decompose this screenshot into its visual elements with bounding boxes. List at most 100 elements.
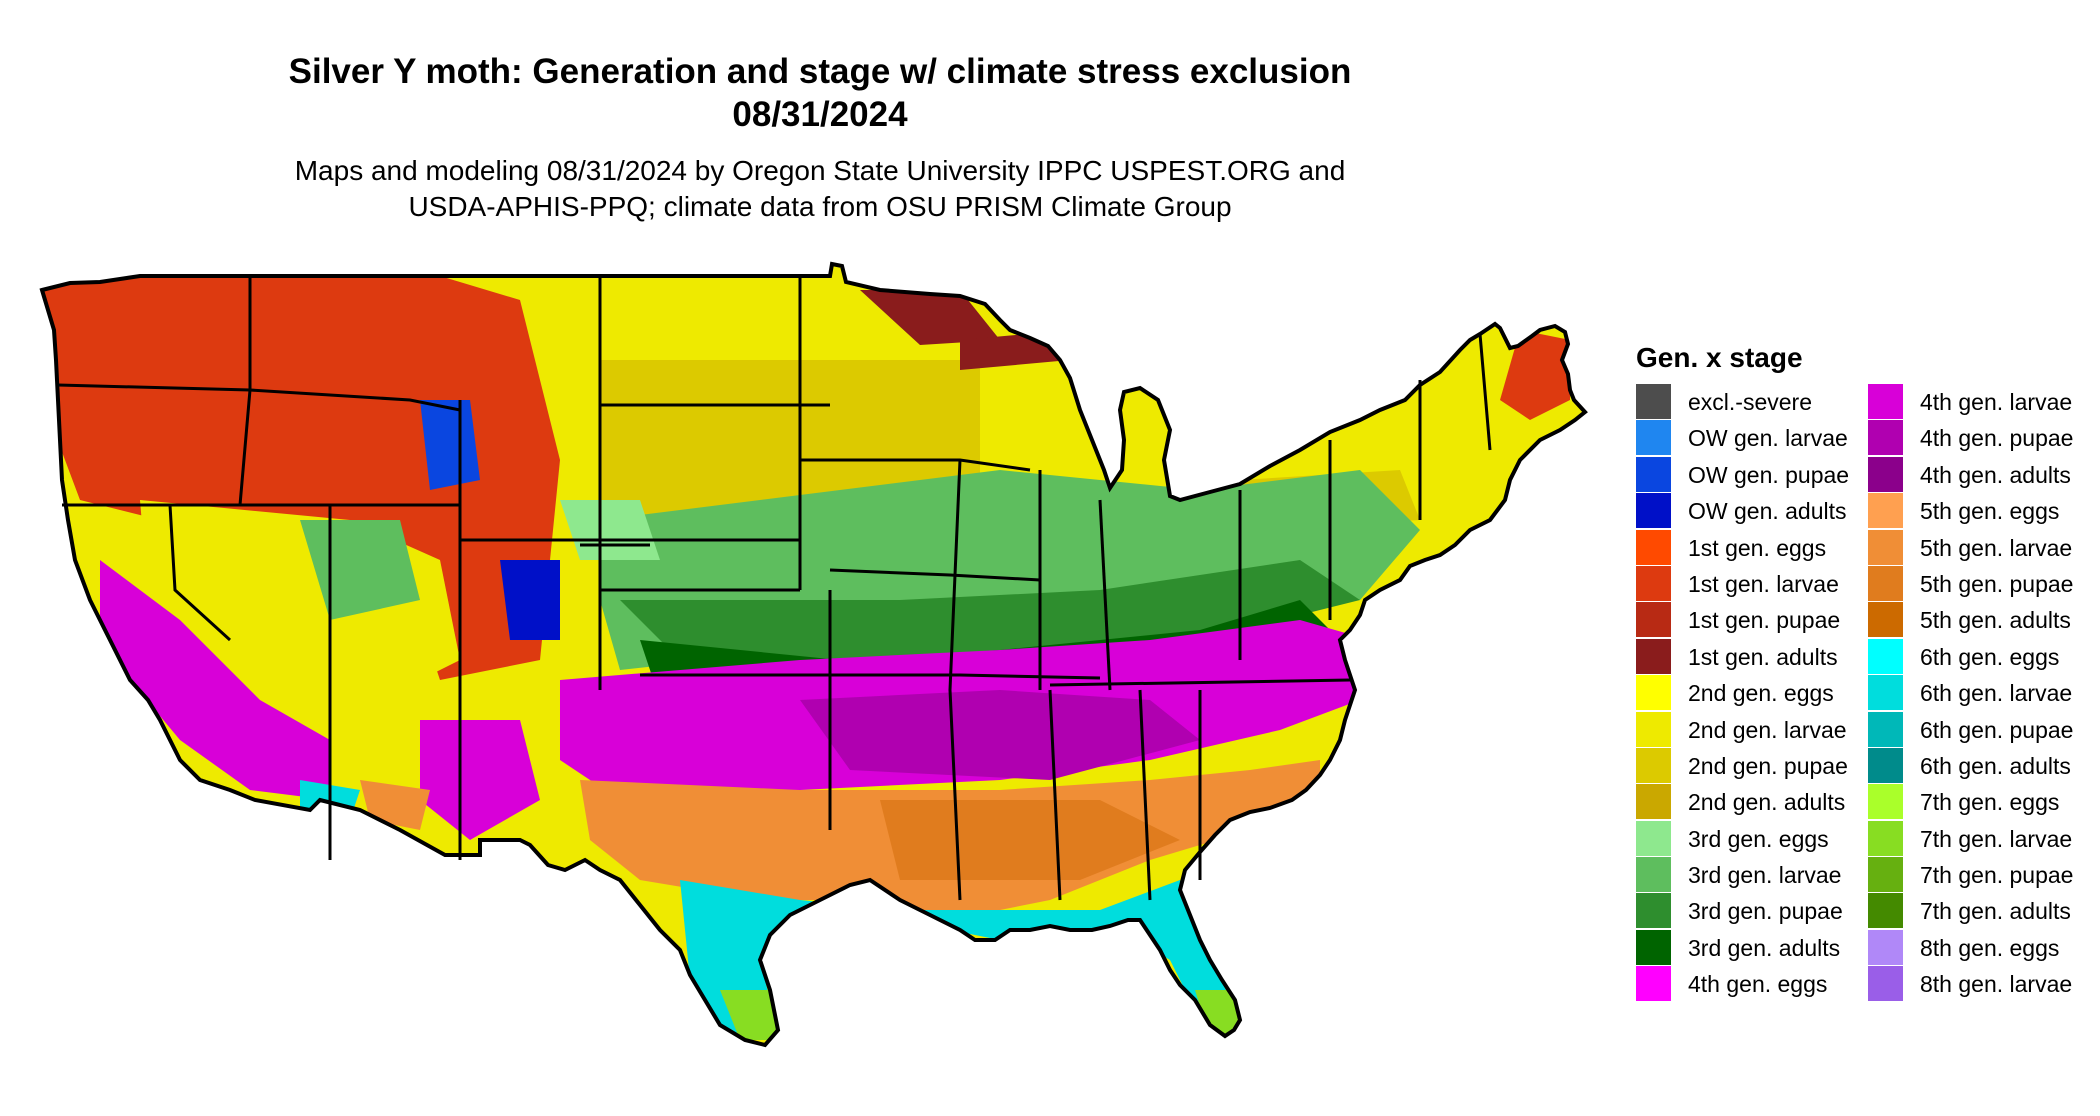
legend-item: 5th gen. pupae	[1868, 565, 2098, 602]
legend-item: 6th gen. adults	[1868, 747, 2098, 784]
legend-label: 4th gen. larvae	[1920, 389, 2073, 415]
legend-item: 6th gen. larvae	[1868, 675, 2098, 711]
legend-swatch	[1868, 784, 1903, 820]
legend-column-2: 4th gen. larvae 4th gen. pupae 4th gen. ad…	[1868, 384, 2098, 1003]
phenology-zones	[42, 264, 1585, 1045]
zone-4th-gen-pupae-south	[800, 690, 1200, 780]
legend-item: 8th gen. larvae	[1868, 966, 2098, 1002]
legend-item: 6th gen. eggs	[1868, 638, 2098, 675]
legend-label: 6th gen. eggs	[1920, 643, 2060, 670]
legend-swatch	[1868, 893, 1903, 929]
legend-item: 4th gen. eggs	[1636, 966, 1866, 1002]
map-title-line-2: 08/31/2024	[732, 95, 908, 134]
legend-label: 4th gen. eggs	[1688, 971, 1828, 998]
legend-item: 5th gen. adults	[1868, 602, 2098, 638]
legend-label: 2nd gen. pupae	[1688, 752, 1848, 779]
legend-item: 5th gen. eggs	[1868, 493, 2098, 529]
legend-title: Gen. x stage	[1636, 342, 1803, 373]
legend-swatch	[1868, 565, 1903, 601]
legend-item: 2nd gen. eggs	[1636, 675, 1866, 711]
legend-label: 5th gen. pupae	[1920, 570, 2074, 597]
legend-swatch	[1636, 747, 1671, 783]
legend-item: 1st gen. larvae	[1636, 565, 1866, 602]
zone-1st-gen-larvae-maine	[1500, 330, 1570, 420]
legend-label: excl.-severe	[1688, 389, 1812, 415]
legend-item: 4th gen. adults	[1868, 456, 2098, 493]
legend-item: 8th gen. eggs	[1868, 929, 2098, 966]
legend-swatch	[1636, 638, 1671, 674]
legend-label: 7th gen. eggs	[1920, 789, 2060, 816]
legend-swatch	[1636, 384, 1671, 419]
legend-item: 7th gen. pupae	[1868, 857, 2098, 893]
legend-label: 8th gen. larvae	[1920, 971, 2073, 998]
legend-label: 5th gen. larvae	[1920, 534, 2073, 561]
legend-item: 3rd gen. larvae	[1636, 857, 1866, 893]
legend-swatch	[1868, 602, 1903, 638]
legend-swatch	[1636, 675, 1671, 711]
legend-swatch	[1636, 456, 1671, 492]
legend-swatch	[1868, 384, 1903, 419]
legend-item: 1st gen. pupae	[1636, 602, 1866, 638]
legend-label: 1st gen. eggs	[1688, 534, 1827, 561]
legend-label: 3rd gen. pupae	[1688, 898, 1843, 925]
zone-2nd-gen-pupae-plains	[600, 360, 980, 520]
legend-swatch	[1636, 857, 1671, 893]
legend-label: 7th gen. pupae	[1920, 862, 2074, 889]
legend-swatch	[1636, 493, 1671, 529]
legend-item: 7th gen. larvae	[1868, 820, 2098, 857]
legend-label: 3rd gen. eggs	[1688, 825, 1829, 852]
legend-swatch	[1868, 711, 1903, 747]
legend-swatch	[1868, 857, 1903, 893]
legend-label: 3rd gen. larvae	[1688, 862, 1842, 889]
legend-label: 7th gen. larvae	[1920, 825, 2073, 852]
legend-swatch	[1868, 966, 1903, 1002]
legend-label: 1st gen. larvae	[1688, 570, 1839, 597]
legend-swatch	[1868, 747, 1903, 783]
legend-swatch	[1636, 529, 1671, 565]
legend-item: OW gen. adults	[1636, 493, 1866, 529]
legend-item: excl.-severe	[1636, 384, 1866, 420]
legend-item: 3rd gen. eggs	[1636, 820, 1866, 857]
legend-item: 2nd gen. pupae	[1636, 747, 1866, 784]
legend-label: 2nd gen. eggs	[1688, 680, 1834, 707]
legend-label: 3rd gen. adults	[1688, 934, 1841, 961]
legend-item: 1st gen. adults	[1636, 638, 1866, 675]
legend-swatch	[1868, 529, 1903, 565]
legend-swatch	[1868, 675, 1903, 711]
legend-swatch	[1868, 638, 1903, 674]
legend-label: 1st gen. adults	[1688, 643, 1838, 670]
zone-ow-gen-pupae-wyoming	[420, 400, 480, 490]
legend-swatch	[1868, 493, 1903, 529]
state-boundaries	[57, 276, 1492, 901]
zone-7th-gen-larvae-south-texas	[720, 990, 780, 1040]
legend-item: OW gen. pupae	[1636, 456, 1866, 493]
legend-label: 5th gen. adults	[1920, 607, 2071, 634]
map-subtitle-line-2: USDA-APHIS-PPQ; climate data from OSU PR…	[408, 191, 1232, 222]
map-subtitle-line-1: Maps and modeling 08/31/2024 by Oregon S…	[294, 155, 1346, 186]
zone-3rd-gen-pupae-midwest	[620, 560, 1360, 680]
legend-item: OW gen. larvae	[1636, 420, 1866, 456]
legend-item: 3rd gen. adults	[1636, 929, 1866, 966]
legend-item: 4th gen. pupae	[1868, 420, 2098, 456]
legend-item: 1st gen. eggs	[1636, 529, 1866, 566]
legend-swatch	[1868, 420, 1903, 456]
legend-label: 6th gen. pupae	[1920, 716, 2074, 743]
map-title-line-1: Silver Y moth: Generation and stage w/ c…	[288, 52, 1352, 91]
legend-column-1: excl.-severe OW gen. larvae OW gen. pupae O…	[1636, 384, 1866, 1003]
legend-label: OW gen. larvae	[1688, 425, 1848, 452]
zone-ow-gen-adults-colorado	[500, 560, 560, 640]
legend-item: 5th gen. larvae	[1868, 529, 2098, 566]
legend-label: 4th gen. adults	[1920, 461, 2071, 488]
legend-swatch	[1636, 820, 1671, 856]
legend-label: 4th gen. pupae	[1920, 425, 2074, 452]
legend-swatch	[1636, 420, 1671, 456]
legend-swatch	[1868, 820, 1903, 856]
legend-swatch	[1868, 456, 1903, 492]
legend-swatch	[1636, 565, 1671, 601]
legend-label: 1st gen. pupae	[1688, 607, 1841, 634]
legend-label: 2nd gen. larvae	[1688, 716, 1847, 743]
zone-4th-gen-larvae-california	[100, 560, 330, 800]
legend-label: 8th gen. eggs	[1920, 934, 2060, 961]
legend-swatch	[1636, 929, 1671, 965]
